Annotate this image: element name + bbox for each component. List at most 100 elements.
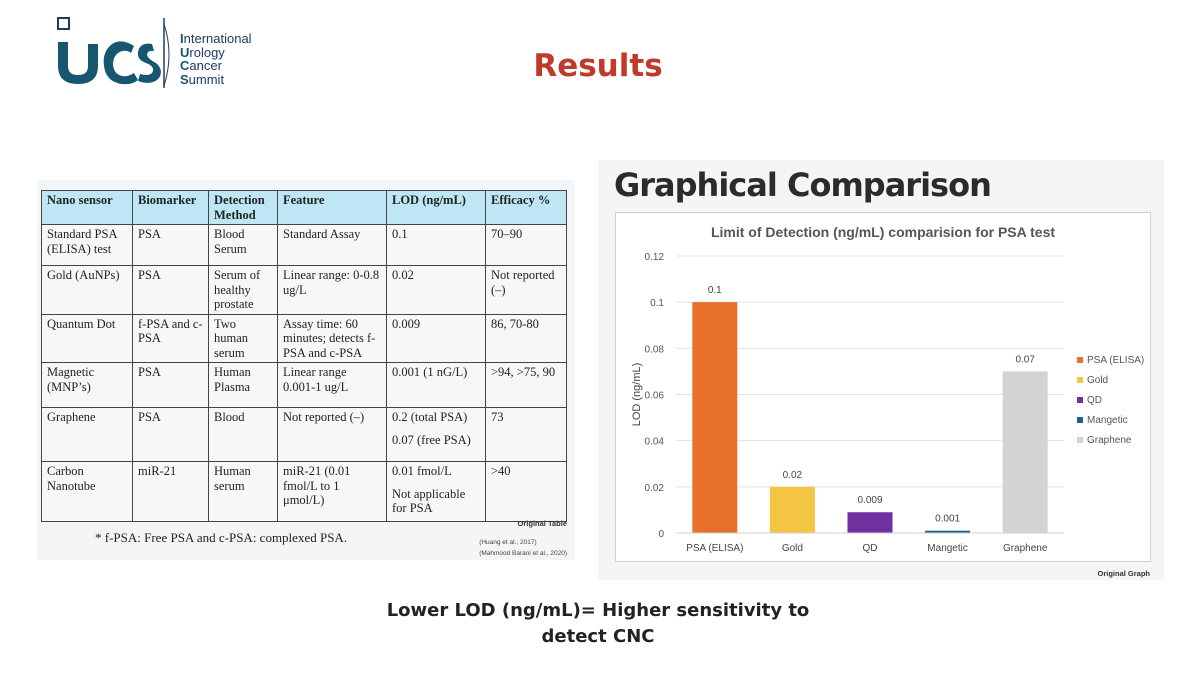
legend-label: Mangetic [1087, 415, 1128, 426]
data-label: 0.001 [935, 514, 960, 525]
y-tick-label: 0.06 [645, 391, 665, 402]
y-tick-label: 0.08 [645, 344, 665, 355]
legend-label: Gold [1087, 375, 1108, 386]
table-cell: PSA [132, 362, 209, 408]
table-header: Nano sensor [41, 190, 133, 225]
legend-swatch [1077, 397, 1083, 403]
table-cell: PSA [132, 224, 209, 266]
original-graph-label: Original Graph [1097, 569, 1150, 578]
table-cell: 0.02 [386, 265, 486, 315]
table-cell: miR-21 [132, 461, 209, 522]
iucs-logo: International Urology Cancer Summit [52, 14, 272, 92]
table-cell: 0.01 fmol/L Not applicable for PSA [386, 461, 486, 522]
bar-graphene [1002, 371, 1048, 533]
table-cell: Graphene [41, 407, 133, 462]
table-panel: Nano sensor Biomarker Detection Method F… [37, 180, 575, 560]
bar-qd [847, 512, 893, 533]
table-cell: >40 [485, 461, 567, 522]
reference: (Huang et al., 2017) [479, 539, 537, 546]
bar-psa-elisa [692, 302, 738, 533]
data-label: 0.07 [1015, 354, 1035, 365]
table-cell: Linear range: 0-0.8 ug/L [277, 265, 387, 315]
table-cell: 0.1 [386, 224, 486, 266]
x-tick-label: PSA (ELISA) [686, 543, 743, 554]
table-cell: >94, >75, 90 [485, 362, 567, 408]
table-row: Magnetic (MNP’s) PSA Human Plasma Linear… [41, 362, 567, 408]
table-cell: Carbon Nanotube [41, 461, 133, 522]
cell-line: Not applicable for PSA [392, 486, 466, 516]
table-cell: 0.009 [386, 313, 486, 363]
x-tick-label: QD [863, 543, 878, 554]
page-title: Results [533, 48, 663, 84]
table-cell: Human serum [208, 461, 278, 522]
table-cell: Linear range 0.001-1 ug/L [277, 362, 387, 408]
table-cell: PSA [132, 407, 209, 462]
table-header-row: Nano sensor Biomarker Detection Method F… [41, 190, 567, 225]
table-row: Carbon Nanotube miR-21 Human serum miR-2… [41, 461, 567, 522]
logo-mark [57, 17, 170, 88]
table-row: Graphene PSA Blood Not reported (–) 0.2 … [41, 407, 567, 462]
chart-title: Limit of Detection (ng/mL) comparision f… [711, 224, 1055, 240]
y-axis-label: LOD (ng/mL) [631, 363, 643, 427]
cell-line: 0.07 (free PSA) [392, 432, 471, 447]
conclusion-text: Lower LOD (ng/mL)= Higher sensitivity to… [0, 598, 1196, 650]
table-cell: f-PSA and c-PSA [132, 313, 209, 363]
y-tick-label: 0.02 [645, 483, 665, 494]
table-cell: Two human serum [208, 313, 278, 363]
table-cell: 86, 70-80 [485, 313, 567, 363]
table-cell: Blood Serum [208, 224, 278, 266]
table-footnote: * f-PSA: Free PSA and c-PSA: complexed P… [95, 530, 348, 545]
legend-swatch [1077, 417, 1083, 423]
table-row: Gold (AuNPs) PSA Serum of healthy prosta… [41, 265, 567, 315]
original-table-label: Original Table [517, 519, 567, 528]
table-cell: Not reported (–) [485, 265, 567, 315]
table-cell: Standard Assay [277, 224, 387, 266]
table-cell: Magnetic (MNP’s) [41, 362, 133, 408]
table-header: Efficacy % [485, 190, 567, 225]
table-header: Biomarker [132, 190, 209, 225]
legend-swatch [1077, 437, 1083, 443]
table-cell: miR-21 (0.01 fmol/L to 1 μmol/L) [277, 461, 387, 522]
table-cell: Human Plasma [208, 362, 278, 408]
legend-label: PSA (ELISA) [1087, 355, 1144, 366]
bar-gold [769, 486, 815, 533]
nanosensor-table: Nano sensor Biomarker Detection Method F… [41, 190, 567, 522]
table-cell: Not reported (–) [277, 407, 387, 462]
table-cell: 70–90 [485, 224, 567, 266]
legend-swatch [1077, 377, 1083, 383]
x-tick-label: Mangetic [927, 543, 968, 554]
table-cell: 0.2 (total PSA) 0.07 (free PSA) [386, 407, 486, 462]
legend-label: Graphene [1087, 435, 1132, 446]
cell-line: 0.01 fmol/L [392, 464, 452, 478]
table-cell: Serum of healthy prostate [208, 265, 278, 315]
table-cell: Standard PSA (ELISA) test [41, 224, 133, 266]
logo-text: International Urology Cancer Summit [180, 31, 252, 87]
table-cell: Quantum Dot [41, 313, 133, 363]
graph-heading: Graphical Comparison [614, 166, 992, 204]
data-label: 0.1 [708, 285, 722, 296]
chart-container: Limit of Detection (ng/mL) comparision f… [615, 212, 1151, 562]
table-header: Detection Method [208, 190, 278, 225]
table-cell: PSA [132, 265, 209, 315]
table-row: Standard PSA (ELISA) test PSA Blood Seru… [41, 224, 567, 266]
x-tick-label: Gold [782, 543, 803, 554]
table-cell: 0.001 (1 nG/L) [386, 362, 486, 408]
chart-panel: Graphical Comparison Limit of Detection … [598, 160, 1164, 580]
bar-mangetic [925, 530, 971, 533]
data-label: 0.009 [857, 495, 882, 506]
legend-label: QD [1087, 395, 1102, 406]
cell-line: 0.2 (total PSA) [392, 410, 468, 424]
y-tick-label: 0.1 [650, 298, 664, 309]
conclusion-line: Lower LOD (ng/mL)= Higher sensitivity to [386, 600, 810, 621]
table-cell: Gold (AuNPs) [41, 265, 133, 315]
table-row: Quantum Dot f-PSA and c-PSA Two human se… [41, 313, 567, 363]
y-tick-label: 0.12 [645, 252, 665, 263]
conclusion-line: detect CNC [541, 626, 655, 647]
table-cell: Assay time: 60 minutes; detects f-PSA an… [277, 313, 387, 363]
y-tick-label: 0.04 [645, 437, 665, 448]
table-header: LOD (ng/mL) [386, 190, 486, 225]
table-header: Feature [277, 190, 387, 225]
table-cell: Blood [208, 407, 278, 462]
x-tick-label: Graphene [1003, 543, 1048, 554]
table-cell: 73 [485, 407, 567, 462]
